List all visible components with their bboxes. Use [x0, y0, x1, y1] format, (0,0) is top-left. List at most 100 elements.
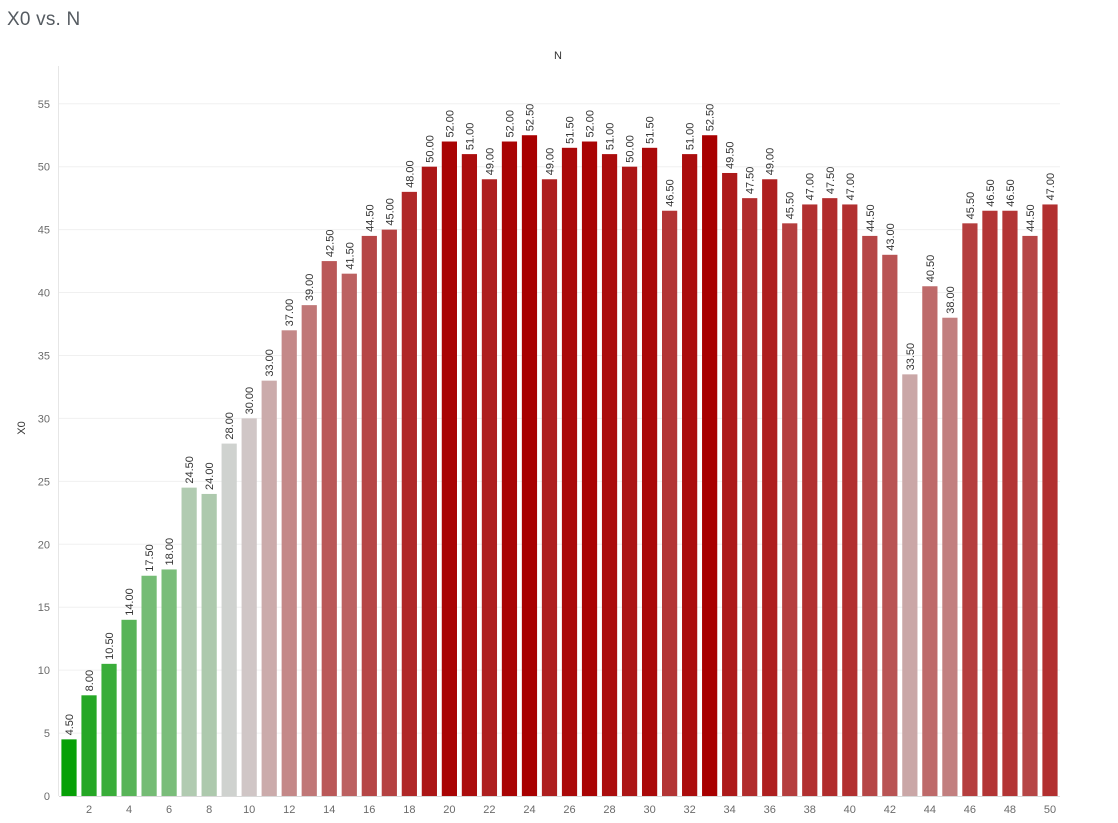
- bar: [762, 179, 778, 796]
- bar: [221, 443, 237, 796]
- x-tick-label: 40: [844, 804, 856, 816]
- bar: [842, 204, 858, 797]
- bar: [561, 147, 578, 796]
- bar: [902, 374, 918, 796]
- data-label: 33.00: [264, 349, 276, 377]
- data-label: 40.50: [925, 255, 937, 283]
- x-tick-label: 4: [126, 804, 132, 816]
- bar: [241, 418, 257, 796]
- bar: [521, 135, 538, 797]
- bar: [341, 273, 357, 796]
- data-label: 52.50: [705, 104, 717, 132]
- bar: [321, 261, 337, 797]
- x-tick-label: 34: [724, 804, 736, 816]
- data-label: 18.00: [164, 538, 176, 566]
- data-label: 49.00: [544, 148, 556, 176]
- x-tick-label: 46: [964, 804, 976, 816]
- data-label: 46.50: [1005, 179, 1017, 207]
- data-label: 14.00: [124, 588, 136, 616]
- data-label: 33.50: [905, 343, 917, 371]
- bar: [742, 198, 758, 797]
- data-label: 38.00: [945, 286, 957, 314]
- data-label: 51.00: [464, 123, 476, 151]
- data-label: 50.00: [625, 135, 637, 163]
- bar: [601, 154, 618, 796]
- data-label: 30.00: [244, 387, 256, 415]
- y-tick-label: 50: [38, 162, 50, 174]
- data-label: 44.50: [865, 204, 877, 232]
- x-tick-label: 18: [403, 804, 415, 816]
- data-label: 47.00: [1045, 173, 1057, 201]
- bar: [802, 204, 818, 797]
- data-label: 37.00: [284, 299, 296, 327]
- y-tick-label: 0: [44, 791, 50, 803]
- y-tick-label: 5: [44, 728, 50, 740]
- bar: [1002, 210, 1018, 796]
- bar: [621, 166, 638, 797]
- bar: [962, 223, 978, 797]
- bar: [421, 166, 437, 797]
- bar: [381, 229, 397, 796]
- data-label: 52.00: [444, 110, 456, 138]
- data-label: 44.50: [364, 204, 376, 232]
- bar: [862, 235, 878, 796]
- x-tick-label: 38: [804, 804, 816, 816]
- data-label: 46.50: [665, 179, 677, 207]
- data-label: 49.50: [725, 141, 737, 169]
- x-tick-label: 50: [1044, 804, 1056, 816]
- bar: [461, 154, 478, 796]
- y-tick-label: 20: [38, 539, 50, 551]
- data-label: 39.00: [304, 274, 316, 302]
- x-axis-title: N: [554, 50, 562, 62]
- bar: [401, 191, 417, 797]
- data-label: 28.00: [224, 412, 236, 440]
- data-label: 47.00: [805, 173, 817, 201]
- data-label: 45.50: [965, 192, 977, 220]
- bar: [782, 223, 798, 797]
- bar: [581, 141, 598, 797]
- bar: [141, 575, 157, 796]
- x-tick-label: 42: [884, 804, 896, 816]
- x-tick-label: 16: [363, 804, 375, 816]
- y-tick-label: 30: [38, 413, 50, 425]
- data-label: 51.00: [685, 123, 697, 151]
- x-tick-label: 44: [924, 804, 936, 816]
- data-label: 24.00: [204, 462, 216, 490]
- data-label: 47.50: [745, 167, 757, 195]
- y-tick-label: 45: [38, 225, 50, 237]
- bar: [161, 569, 177, 796]
- bar: [181, 487, 197, 796]
- data-label: 47.50: [825, 167, 837, 195]
- bar: [702, 135, 718, 797]
- bar: [662, 210, 678, 796]
- x-axis: 2 4 6 8 10 12 14 16 18 20 22 24 26 28 30 32 34 36 38 40 42 44…: [59, 796, 1060, 816]
- bar: [641, 147, 658, 796]
- bar: [501, 141, 518, 797]
- y-tick-label: 25: [38, 476, 50, 488]
- bar: [942, 317, 958, 796]
- bar: [81, 695, 97, 796]
- data-label: 51.00: [605, 123, 617, 151]
- data-label: 45.00: [384, 198, 396, 226]
- bar: [201, 493, 217, 796]
- data-label: 48.00: [404, 160, 416, 188]
- data-label: 52.50: [524, 104, 536, 132]
- bar: [982, 210, 998, 796]
- data-label: 52.00: [585, 110, 597, 138]
- data-label: 47.00: [845, 173, 857, 201]
- y-tick-label: 10: [38, 665, 50, 677]
- bar: [481, 179, 498, 796]
- bar: [101, 663, 117, 796]
- bar: [261, 380, 277, 796]
- bar: [682, 154, 698, 796]
- x-tick-label: 14: [323, 804, 335, 816]
- x-tick-label: 26: [563, 804, 575, 816]
- x-tick-label: 10: [243, 804, 255, 816]
- data-label: 24.50: [184, 456, 196, 484]
- x-tick-label: 36: [764, 804, 776, 816]
- x-tick-label: 24: [523, 804, 535, 816]
- data-label: 4.50: [64, 714, 76, 735]
- x-tick-label: 20: [443, 804, 455, 816]
- bars: [61, 135, 1058, 797]
- x-tick-label: 48: [1004, 804, 1016, 816]
